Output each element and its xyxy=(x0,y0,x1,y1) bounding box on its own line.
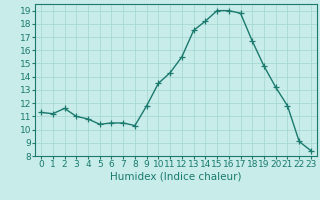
X-axis label: Humidex (Indice chaleur): Humidex (Indice chaleur) xyxy=(110,172,242,182)
